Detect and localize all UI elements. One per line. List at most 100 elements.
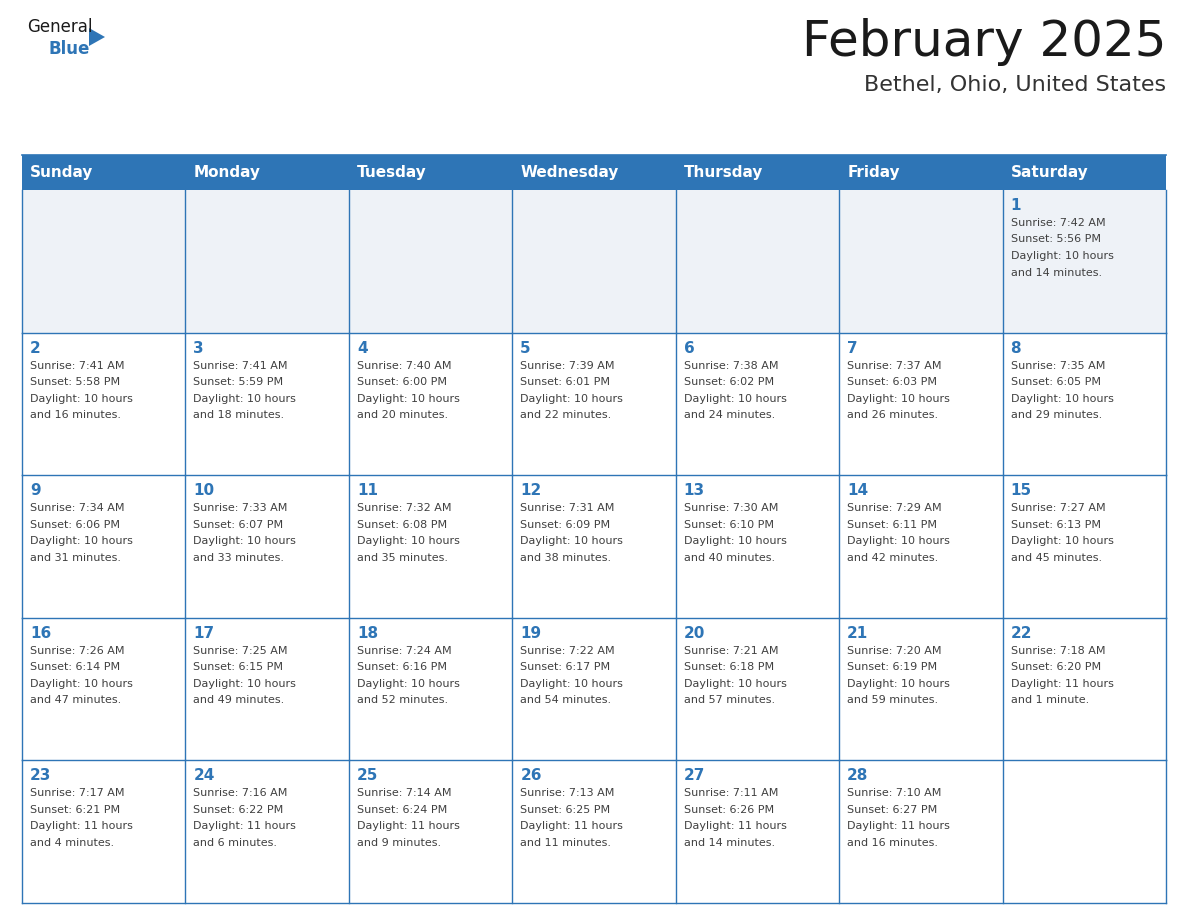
Text: Sunset: 6:05 PM: Sunset: 6:05 PM [1011, 377, 1100, 387]
Text: Sunrise: 7:17 AM: Sunrise: 7:17 AM [30, 789, 125, 799]
Bar [185, 760, 349, 903]
Text: and 33 minutes.: and 33 minutes. [194, 553, 284, 563]
Text: and 14 minutes.: and 14 minutes. [1011, 267, 1101, 277]
Text: and 16 minutes.: and 16 minutes. [30, 410, 121, 420]
Text: Daylight: 10 hours: Daylight: 10 hours [520, 678, 624, 688]
Text: and 14 minutes.: and 14 minutes. [684, 838, 775, 848]
Text: Daylight: 10 hours: Daylight: 10 hours [356, 536, 460, 546]
Text: Sunset: 6:17 PM: Sunset: 6:17 PM [520, 662, 611, 672]
Text: and 6 minutes.: and 6 minutes. [194, 838, 278, 848]
Text: 18: 18 [356, 626, 378, 641]
Text: and 26 minutes.: and 26 minutes. [847, 410, 939, 420]
Bar [1003, 476, 1165, 618]
Text: 24: 24 [194, 768, 215, 783]
Text: and 57 minutes.: and 57 minutes. [684, 695, 775, 705]
Text: Sunrise: 7:11 AM: Sunrise: 7:11 AM [684, 789, 778, 799]
Text: Sunset: 6:14 PM: Sunset: 6:14 PM [30, 662, 120, 672]
Text: Daylight: 10 hours: Daylight: 10 hours [684, 536, 786, 546]
Text: 10: 10 [194, 483, 215, 498]
Text: and 22 minutes.: and 22 minutes. [520, 410, 612, 420]
Text: Daylight: 10 hours: Daylight: 10 hours [1011, 394, 1113, 404]
Text: Daylight: 10 hours: Daylight: 10 hours [520, 536, 624, 546]
Text: Monday: Monday [194, 165, 260, 180]
Text: Bethel, Ohio, United States: Bethel, Ohio, United States [864, 75, 1165, 95]
Text: 15: 15 [1011, 483, 1031, 498]
Text: and 35 minutes.: and 35 minutes. [356, 553, 448, 563]
Text: and 9 minutes.: and 9 minutes. [356, 838, 441, 848]
Text: Sunset: 6:13 PM: Sunset: 6:13 PM [1011, 520, 1100, 530]
Bar [185, 476, 349, 618]
Text: 26: 26 [520, 768, 542, 783]
Bar [185, 190, 349, 332]
Text: Sunrise: 7:33 AM: Sunrise: 7:33 AM [194, 503, 287, 513]
Text: and 42 minutes.: and 42 minutes. [847, 553, 939, 563]
Bar [349, 190, 512, 332]
Text: Sunrise: 7:35 AM: Sunrise: 7:35 AM [1011, 361, 1105, 371]
Text: Tuesday: Tuesday [358, 165, 426, 180]
Text: Sunrise: 7:18 AM: Sunrise: 7:18 AM [1011, 645, 1105, 655]
Text: Sunset: 6:18 PM: Sunset: 6:18 PM [684, 662, 773, 672]
Text: Sunrise: 7:40 AM: Sunrise: 7:40 AM [356, 361, 451, 371]
Text: and 16 minutes.: and 16 minutes. [847, 838, 939, 848]
Text: Daylight: 10 hours: Daylight: 10 hours [194, 536, 296, 546]
Text: Sunset: 6:06 PM: Sunset: 6:06 PM [30, 520, 120, 530]
Text: Sunrise: 7:14 AM: Sunrise: 7:14 AM [356, 789, 451, 799]
Bar [349, 476, 512, 618]
Text: Sunset: 6:25 PM: Sunset: 6:25 PM [520, 805, 611, 815]
Text: Daylight: 11 hours: Daylight: 11 hours [1011, 678, 1113, 688]
Text: Sunset: 6:22 PM: Sunset: 6:22 PM [194, 805, 284, 815]
Text: 19: 19 [520, 626, 542, 641]
Text: Sunrise: 7:34 AM: Sunrise: 7:34 AM [30, 503, 125, 513]
Bar [23, 476, 185, 618]
Text: Sunset: 6:11 PM: Sunset: 6:11 PM [847, 520, 937, 530]
Bar [349, 332, 512, 476]
Text: 25: 25 [356, 768, 378, 783]
Text: Sunrise: 7:27 AM: Sunrise: 7:27 AM [1011, 503, 1105, 513]
Text: Daylight: 10 hours: Daylight: 10 hours [194, 678, 296, 688]
Text: Sunset: 6:24 PM: Sunset: 6:24 PM [356, 805, 447, 815]
Text: 7: 7 [847, 341, 858, 355]
Bar [349, 618, 512, 760]
Text: 4: 4 [356, 341, 367, 355]
Text: 17: 17 [194, 626, 215, 641]
Text: and 18 minutes.: and 18 minutes. [194, 410, 285, 420]
Bar [839, 155, 1003, 190]
Text: Daylight: 11 hours: Daylight: 11 hours [194, 822, 296, 832]
Text: 16: 16 [30, 626, 51, 641]
Text: and 24 minutes.: and 24 minutes. [684, 410, 775, 420]
Text: 2: 2 [30, 341, 40, 355]
Text: Sunset: 6:08 PM: Sunset: 6:08 PM [356, 520, 447, 530]
Text: Sunset: 6:09 PM: Sunset: 6:09 PM [520, 520, 611, 530]
Text: Sunset: 6:10 PM: Sunset: 6:10 PM [684, 520, 773, 530]
Text: 22: 22 [1011, 626, 1032, 641]
Text: Sunset: 5:56 PM: Sunset: 5:56 PM [1011, 234, 1100, 244]
Text: 27: 27 [684, 768, 706, 783]
Text: Sunrise: 7:29 AM: Sunrise: 7:29 AM [847, 503, 942, 513]
Text: Sunset: 6:19 PM: Sunset: 6:19 PM [847, 662, 937, 672]
Bar [512, 760, 676, 903]
Text: Sunset: 6:27 PM: Sunset: 6:27 PM [847, 805, 937, 815]
Text: Sunset: 6:26 PM: Sunset: 6:26 PM [684, 805, 773, 815]
Text: Daylight: 10 hours: Daylight: 10 hours [30, 394, 133, 404]
Text: Daylight: 11 hours: Daylight: 11 hours [30, 822, 133, 832]
Bar [512, 476, 676, 618]
Bar [676, 760, 839, 903]
Bar [512, 155, 676, 190]
Bar [676, 332, 839, 476]
Bar [839, 618, 1003, 760]
Bar [185, 332, 349, 476]
Text: Friday: Friday [847, 165, 901, 180]
Text: 3: 3 [194, 341, 204, 355]
Text: Sunrise: 7:41 AM: Sunrise: 7:41 AM [30, 361, 125, 371]
Text: Sunset: 5:59 PM: Sunset: 5:59 PM [194, 377, 284, 387]
Bar [23, 190, 185, 332]
Text: Sunset: 6:15 PM: Sunset: 6:15 PM [194, 662, 284, 672]
Text: 20: 20 [684, 626, 706, 641]
Text: 12: 12 [520, 483, 542, 498]
Text: Sunrise: 7:13 AM: Sunrise: 7:13 AM [520, 789, 614, 799]
Text: and 1 minute.: and 1 minute. [1011, 695, 1089, 705]
Text: Daylight: 10 hours: Daylight: 10 hours [684, 678, 786, 688]
Text: Wednesday: Wednesday [520, 165, 619, 180]
Text: Daylight: 10 hours: Daylight: 10 hours [356, 678, 460, 688]
Text: Sunset: 5:58 PM: Sunset: 5:58 PM [30, 377, 120, 387]
